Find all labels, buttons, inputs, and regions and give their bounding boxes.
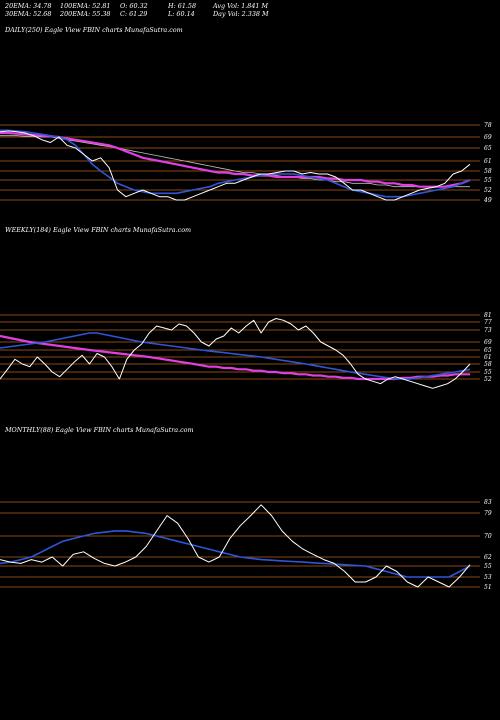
tick-label-1-5: 61 <box>484 354 492 361</box>
tick-label-0-7: 49 <box>483 197 492 204</box>
series-line-0-3 <box>0 135 470 188</box>
indicator-row2-2: C: 61.29 <box>120 10 148 18</box>
tick-label-1-7: 55 <box>484 369 492 376</box>
tick-label-2-0: 83 <box>484 499 492 506</box>
tick-label-1-0: 81 <box>484 312 492 319</box>
tick-label-2-1: 79 <box>484 510 492 517</box>
daily-chart-title: DAILY(250) Eagle View FBIN charts Munafa… <box>5 26 183 34</box>
indicator-row1-4: Avg Vol: 1.841 M <box>213 2 269 10</box>
monthly-chart-title: MONTHLY(88) Eagle View FBIN charts Munaf… <box>5 426 194 434</box>
weekly-chart-title: WEEKLY(184) Eagle View FBIN charts Munaf… <box>5 226 192 234</box>
series-line-0-0 <box>0 130 471 201</box>
indicator-row2-0: 30EMA: 52.68 <box>5 10 52 18</box>
tick-label-0-4: 58 <box>484 168 492 175</box>
tick-label-0-3: 61 <box>484 158 492 165</box>
tick-label-1-1: 77 <box>484 319 492 326</box>
tick-label-1-8: 52 <box>484 376 492 383</box>
series-line-1-0 <box>0 318 471 389</box>
tick-label-2-4: 55 <box>484 563 492 570</box>
series-line-2-0 <box>0 504 471 588</box>
indicator-row1-3: H: 61.58 <box>168 2 197 10</box>
series-line-1-1 <box>0 332 471 380</box>
tick-label-2-5: 53 <box>484 574 492 581</box>
series-line-0-2 <box>0 131 471 188</box>
tick-label-0-0: 78 <box>484 122 492 129</box>
tick-label-1-6: 58 <box>484 361 492 368</box>
series-line-2-1 <box>0 530 471 578</box>
tick-label-1-2: 73 <box>484 327 492 334</box>
tick-label-1-3: 69 <box>484 339 492 346</box>
tick-label-0-5: 55 <box>484 177 492 184</box>
series-line-0-1 <box>0 129 471 198</box>
tick-label-0-2: 65 <box>484 145 492 152</box>
indicator-row1-0: 20EMA: 34.78 <box>5 2 52 10</box>
indicator-row1-2: O: 60.32 <box>120 2 148 10</box>
tick-label-1-4: 65 <box>484 347 492 354</box>
tick-label-2-2: 70 <box>484 533 492 540</box>
indicator-row2-3: L: 60.14 <box>168 10 195 18</box>
indicator-row2-1: 200EMA: 55.38 <box>60 10 111 18</box>
indicator-row2-4: Day Vol: 2.338 M <box>213 10 269 18</box>
series-line-1-2 <box>0 334 470 381</box>
tick-label-0-1: 69 <box>484 134 492 141</box>
tick-label-2-3: 62 <box>484 554 492 561</box>
tick-label-2-6: 51 <box>484 584 492 591</box>
indicator-row1-1: 100EMA: 52.81 <box>60 2 111 10</box>
tick-label-0-6: 52 <box>484 187 492 194</box>
